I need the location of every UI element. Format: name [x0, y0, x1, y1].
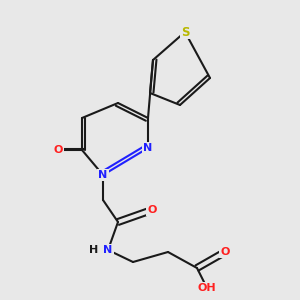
Text: N: N — [143, 143, 153, 153]
Text: N: N — [103, 245, 112, 255]
Text: O: O — [147, 205, 157, 215]
Text: O: O — [53, 145, 63, 155]
Text: N: N — [98, 170, 108, 180]
Text: H: H — [89, 245, 98, 255]
Text: OH: OH — [198, 283, 216, 293]
Text: O: O — [220, 247, 230, 257]
Text: S: S — [181, 26, 189, 38]
